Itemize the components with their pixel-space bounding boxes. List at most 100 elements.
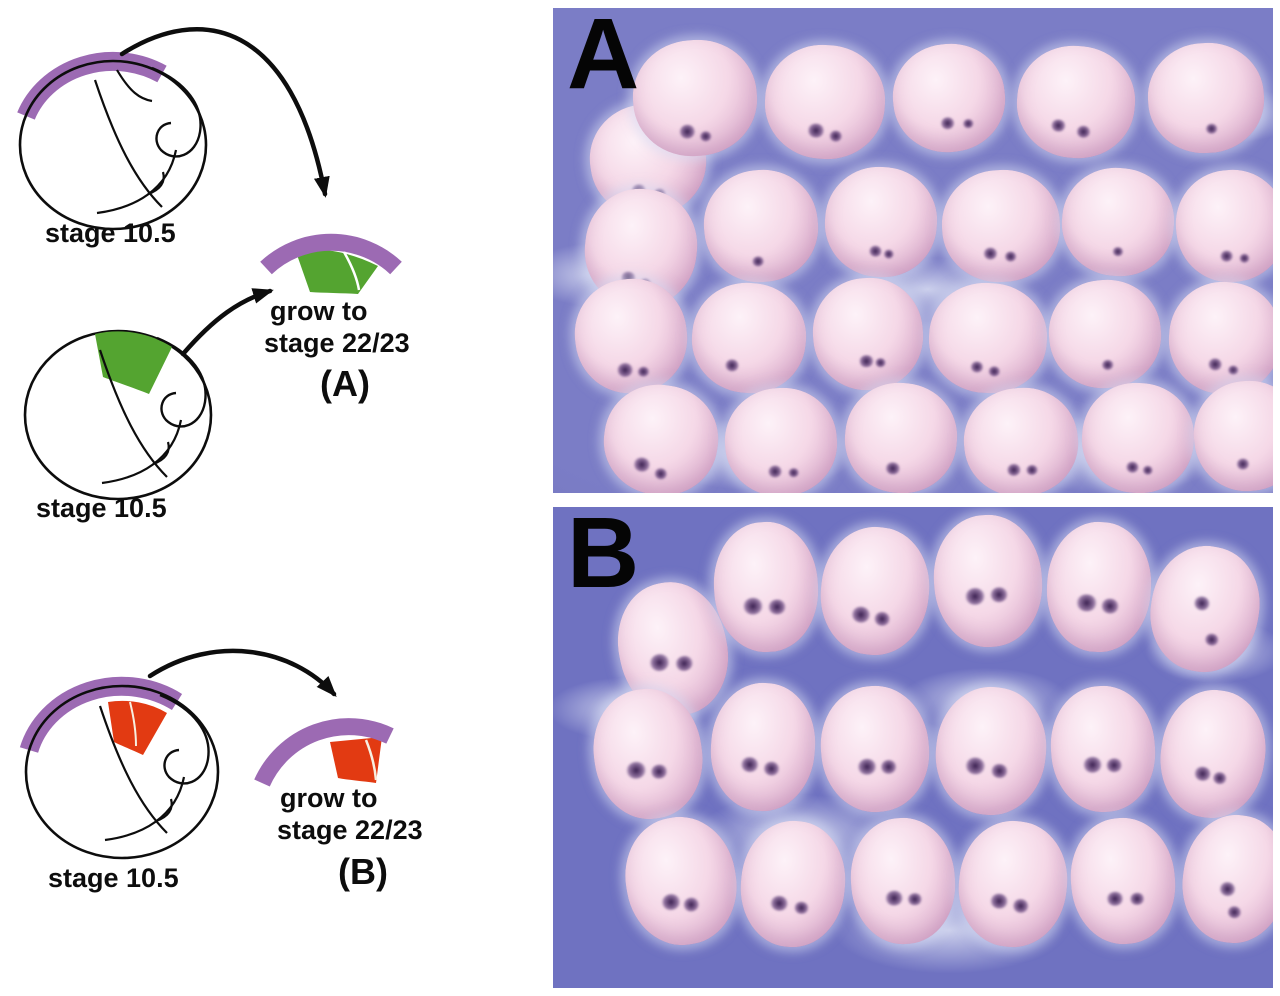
stained-eye-spot [884, 890, 904, 907]
embryo [735, 816, 851, 952]
embryo [926, 279, 1050, 397]
embryo [721, 384, 841, 493]
embryo [1152, 683, 1273, 825]
stage-label-top: stage 10.5 [45, 218, 176, 248]
inner-line [96, 149, 178, 215]
embryo [1012, 41, 1140, 163]
embryo [762, 41, 888, 163]
embryo [699, 165, 823, 287]
stained-eye-spot [763, 761, 780, 776]
stained-eye-spot [806, 122, 825, 138]
green-tissue-patch [95, 331, 172, 394]
stained-eye-spot [1142, 465, 1154, 475]
dorsal-fold-line [159, 693, 210, 785]
embryo [939, 166, 1063, 286]
embryo-schematic-top: stage 10.5 [17, 52, 208, 248]
embryo [1145, 40, 1267, 156]
stained-eye-spot [1012, 898, 1030, 914]
explant-b-line1: grow to [280, 783, 377, 813]
stained-eye-spot [632, 455, 651, 473]
stained-eye-spot [1006, 463, 1022, 477]
embryo [814, 521, 936, 661]
stained-eye-spot [828, 129, 843, 142]
stained-eye-spot [1218, 881, 1237, 897]
stained-eye-spot [1235, 457, 1250, 470]
red-tissue-patch [330, 737, 382, 783]
stained-eye-spot [1239, 253, 1250, 263]
embryo [1174, 808, 1273, 950]
embryo [929, 681, 1053, 821]
inner-line [147, 171, 165, 196]
stained-eye-spot [880, 759, 898, 775]
panel-a-letter: A [567, 8, 640, 110]
embryo [1065, 813, 1181, 949]
stained-eye-spot [1075, 125, 1091, 139]
inner-line [93, 79, 163, 208]
stained-eye-spot [625, 760, 648, 781]
stained-eye-spot [989, 892, 1009, 910]
stained-eye-spot [989, 762, 1009, 779]
explant-a-line2: stage 22/23 [264, 328, 410, 358]
photo-panel-a: A [553, 8, 1273, 493]
embryo [929, 511, 1047, 651]
embryo [1078, 379, 1198, 493]
stained-eye-spot [856, 757, 877, 776]
stained-eye-spot [636, 366, 651, 378]
arrow-bottom-embryo-to-explant-b [147, 648, 337, 697]
stained-eye-spot [649, 763, 668, 780]
stained-eye-spot [1219, 249, 1234, 262]
stained-eye-spot [1128, 891, 1145, 906]
stained-eye-spot [961, 118, 974, 129]
stained-eye-spot [1101, 359, 1115, 371]
stained-eye-spot [1207, 357, 1223, 371]
stained-eye-spot [1082, 755, 1103, 774]
embryo [710, 519, 822, 655]
stage-label-middle: stage 10.5 [36, 493, 167, 523]
embryo-schematic-middle: stage 10.5 [23, 329, 213, 523]
patch-crease-line [129, 701, 137, 747]
embryo [952, 815, 1074, 953]
embryo [809, 274, 927, 394]
embryo [596, 377, 726, 493]
inner-line [101, 419, 183, 485]
dorsal-fold-line [156, 336, 207, 428]
embryo [706, 679, 820, 815]
stained-eye-spot [983, 247, 998, 260]
stained-eye-spot [699, 130, 713, 142]
embryo [686, 277, 812, 399]
stained-eye-spot [787, 467, 799, 478]
stained-eye-spot [1205, 123, 1218, 135]
stained-eye-spot [940, 116, 956, 130]
embryo-outline [18, 59, 208, 231]
stained-eye-spot [1025, 464, 1039, 476]
embryo [1046, 682, 1160, 816]
stage-label-bottom: stage 10.5 [48, 863, 179, 893]
stained-eye-spot [769, 895, 789, 912]
inner-line [98, 705, 168, 834]
embryo [615, 808, 747, 954]
embryo-layer-b [553, 507, 1273, 988]
arrow-middle-embryo-to-explant-a [180, 288, 274, 357]
photo-panel-b: B [553, 507, 1273, 988]
embryo [887, 38, 1011, 158]
embryo [815, 681, 935, 817]
stained-eye-spot [1100, 598, 1120, 615]
explant-b-schematic: grow to stage 22/23 (B) [254, 718, 423, 892]
inner-line [152, 441, 170, 466]
stained-eye-spot [647, 652, 672, 673]
stained-eye-spot [1049, 118, 1066, 133]
purple-neural-band [254, 718, 394, 787]
stained-eye-spot [1226, 364, 1239, 375]
stained-eye-spot [1111, 246, 1124, 257]
embryo [1043, 519, 1155, 655]
stained-eye-spot [850, 605, 871, 624]
stained-eye-spot [989, 586, 1009, 604]
arrow-top-embryo-to-explant-a [119, 27, 330, 198]
embryo [958, 382, 1084, 493]
stained-eye-spot [868, 244, 882, 257]
stained-eye-spot [906, 892, 923, 907]
embryo-schematic-bottom: stage 10.5 [19, 676, 220, 893]
stained-eye-spot [653, 466, 668, 480]
stained-eye-spot [969, 360, 984, 373]
stained-eye-spot [964, 756, 987, 776]
